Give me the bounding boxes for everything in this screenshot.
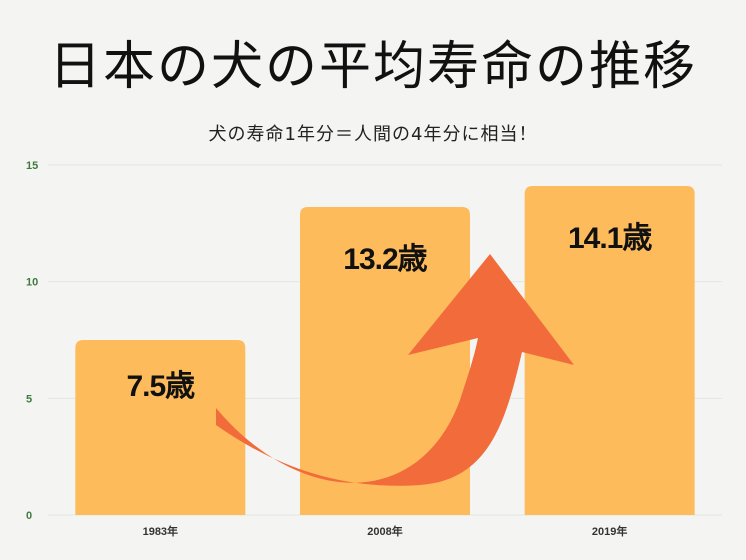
bar-chart: 0 5 10 15 7.5歳 13.2歳 14.1歳 1983年 2008年 2019年	[26, 160, 722, 538]
chart-subtitle: 犬の寿命1年分＝人間の4年分に相当！	[208, 124, 538, 145]
y-tick-label: 15	[26, 160, 38, 172]
data-label: 7.5歳	[126, 370, 195, 403]
data-label: 14.1歳	[568, 222, 652, 255]
y-tick-label: 5	[26, 393, 32, 405]
trend-arrow-icon	[216, 254, 574, 486]
x-tick-label: 2008年	[367, 524, 402, 538]
y-axis-ticks: 0 5 10 15	[26, 160, 38, 522]
bar	[300, 207, 470, 515]
bar	[75, 340, 246, 515]
x-axis-labels: 1983年 2008年 2019年	[143, 524, 628, 538]
y-tick-label: 0	[26, 510, 32, 522]
data-label: 13.2歳	[343, 243, 427, 276]
bar	[524, 186, 695, 515]
x-tick-label: 1983年	[143, 524, 178, 538]
bars	[75, 186, 695, 515]
x-tick-label: 2019年	[592, 524, 627, 538]
page-title: 日本の犬の平均寿命の推移	[48, 37, 697, 97]
y-tick-label: 10	[26, 277, 38, 289]
data-labels: 7.5歳 13.2歳 14.1歳	[126, 222, 653, 403]
